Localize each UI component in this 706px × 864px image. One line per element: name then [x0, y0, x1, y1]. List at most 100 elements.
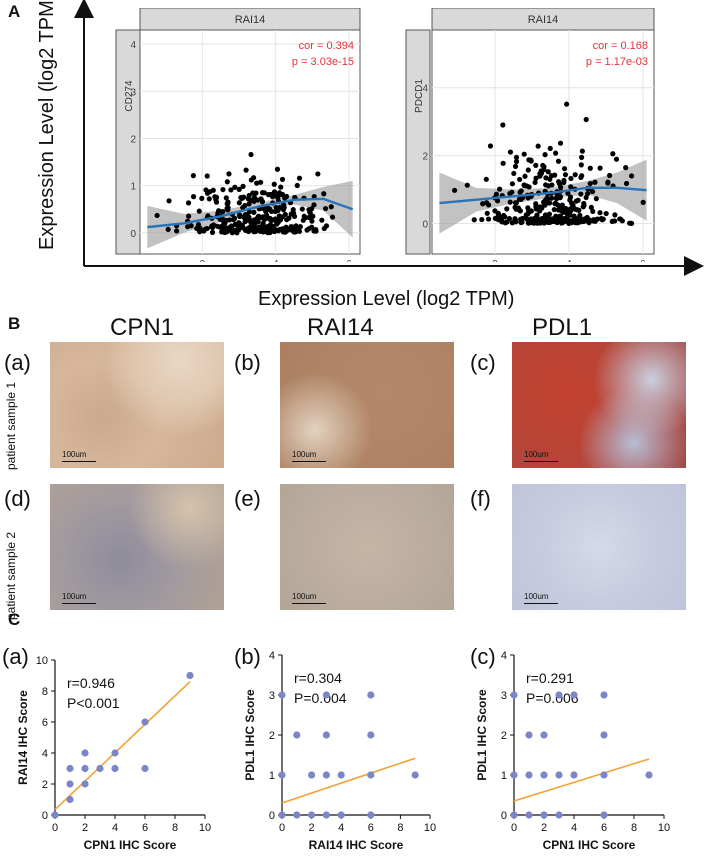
data-point — [165, 226, 171, 233]
data-point — [570, 771, 578, 779]
facet-ylabel: CD274 — [124, 80, 135, 112]
data-point — [251, 175, 257, 181]
data-point — [266, 206, 273, 212]
data-point — [581, 200, 587, 207]
data-point — [583, 116, 589, 123]
data-point — [199, 195, 205, 201]
data-point — [296, 175, 303, 181]
data-point — [534, 212, 540, 218]
data-point — [166, 198, 172, 204]
data-point — [526, 208, 532, 214]
data-point — [337, 811, 345, 819]
data-point — [367, 771, 375, 779]
col-title-rai14: RAI14 — [307, 314, 374, 341]
data-point — [154, 212, 160, 219]
y-tick-label: 0 — [42, 810, 48, 822]
data-point — [600, 811, 608, 819]
data-point — [524, 216, 530, 222]
data-point — [232, 221, 238, 228]
data-point — [484, 200, 490, 206]
facet-title: RAI14 — [235, 14, 266, 26]
x-tick-label: 2 — [541, 822, 547, 834]
data-point — [231, 217, 237, 223]
ihc-image-cpn1-sample-1: 100um — [50, 342, 224, 468]
data-point — [586, 217, 592, 223]
data-point — [279, 176, 286, 182]
x-tick-label: 8 — [631, 822, 637, 834]
data-point — [328, 204, 334, 210]
data-point — [623, 165, 629, 171]
trend-line — [147, 197, 354, 229]
data-point — [226, 217, 233, 223]
y-tick-label: 0 — [422, 219, 428, 230]
data-point — [558, 220, 565, 226]
data-point — [207, 189, 213, 195]
data-point — [560, 209, 566, 215]
p-annotation: P<0.001 — [67, 695, 120, 711]
data-point — [557, 213, 563, 219]
x-tick-label: 6 — [640, 259, 646, 262]
data-point — [556, 181, 563, 187]
data-point — [533, 162, 539, 168]
trend-line — [439, 186, 647, 205]
data-point — [251, 209, 257, 215]
data-point — [544, 196, 550, 202]
data-point — [184, 224, 191, 230]
data-point — [525, 811, 533, 819]
data-point — [517, 208, 523, 214]
data-point — [196, 208, 202, 214]
data-point — [613, 156, 620, 162]
ihc-scatter-cpn1-rai14: (a) 0 2 4 6 8 10 0 2 4 6 8 10 CPN1 IHC Score RAI14 IHC… — [2, 644, 211, 852]
data-point — [228, 187, 234, 193]
data-point — [290, 207, 296, 213]
p-annotation: P=0.006 — [526, 690, 579, 706]
data-point — [81, 780, 89, 788]
data-point — [597, 165, 603, 171]
panel-c-sublabel: (b) — [234, 644, 261, 669]
data-point — [495, 210, 501, 216]
data-point — [525, 731, 533, 739]
r-annotation: r=0.304 — [294, 670, 342, 686]
p-annotation: p = 3.03e-15 — [292, 56, 354, 68]
data-point — [573, 198, 579, 204]
data-point — [535, 143, 541, 149]
cd274-facet-plot: RAI14 CD274 2 4 6 0 1 2 3 4 cor = 0.394 p = 3.03e-1… — [115, 8, 361, 262]
data-point — [66, 780, 74, 788]
data-point — [531, 219, 538, 225]
data-point — [562, 172, 569, 178]
data-point — [540, 771, 548, 779]
data-point — [259, 190, 266, 196]
data-point — [500, 160, 506, 166]
data-point — [547, 176, 553, 182]
y-tick-label: 1 — [130, 182, 136, 193]
data-point — [278, 771, 286, 779]
data-point — [229, 229, 236, 236]
data-point — [513, 219, 519, 225]
data-point — [542, 152, 548, 158]
data-point — [246, 201, 252, 207]
data-point — [645, 771, 653, 779]
data-point — [186, 671, 194, 680]
y-tick-label: 4 — [501, 650, 507, 662]
data-point — [537, 220, 543, 226]
data-point — [185, 200, 192, 206]
ihc-label-b: (b) — [234, 350, 261, 375]
data-point — [111, 764, 119, 773]
data-point — [578, 191, 584, 197]
data-point — [553, 216, 559, 222]
data-point — [606, 172, 613, 179]
y-tick-label: 2 — [501, 730, 507, 742]
data-point — [237, 213, 243, 220]
x-tick-label: 6 — [601, 822, 607, 834]
data-point — [479, 216, 485, 223]
data-point — [497, 186, 503, 192]
data-point — [617, 216, 624, 222]
data-point — [513, 154, 520, 161]
x-axis-title: RAI14 IHC Score — [309, 838, 404, 852]
data-point — [271, 181, 277, 187]
data-point — [575, 218, 581, 224]
data-point — [512, 204, 518, 210]
data-point — [186, 213, 192, 219]
data-point — [216, 208, 222, 214]
data-point — [245, 196, 251, 202]
